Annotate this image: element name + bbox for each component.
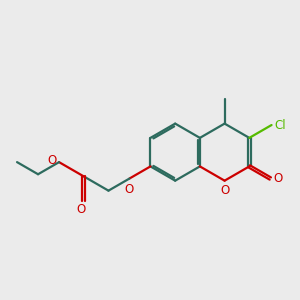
Text: O: O <box>76 203 86 217</box>
Text: O: O <box>220 184 229 197</box>
Text: O: O <box>273 172 282 185</box>
Text: O: O <box>47 154 56 167</box>
Text: Cl: Cl <box>274 118 286 131</box>
Text: O: O <box>125 183 134 196</box>
